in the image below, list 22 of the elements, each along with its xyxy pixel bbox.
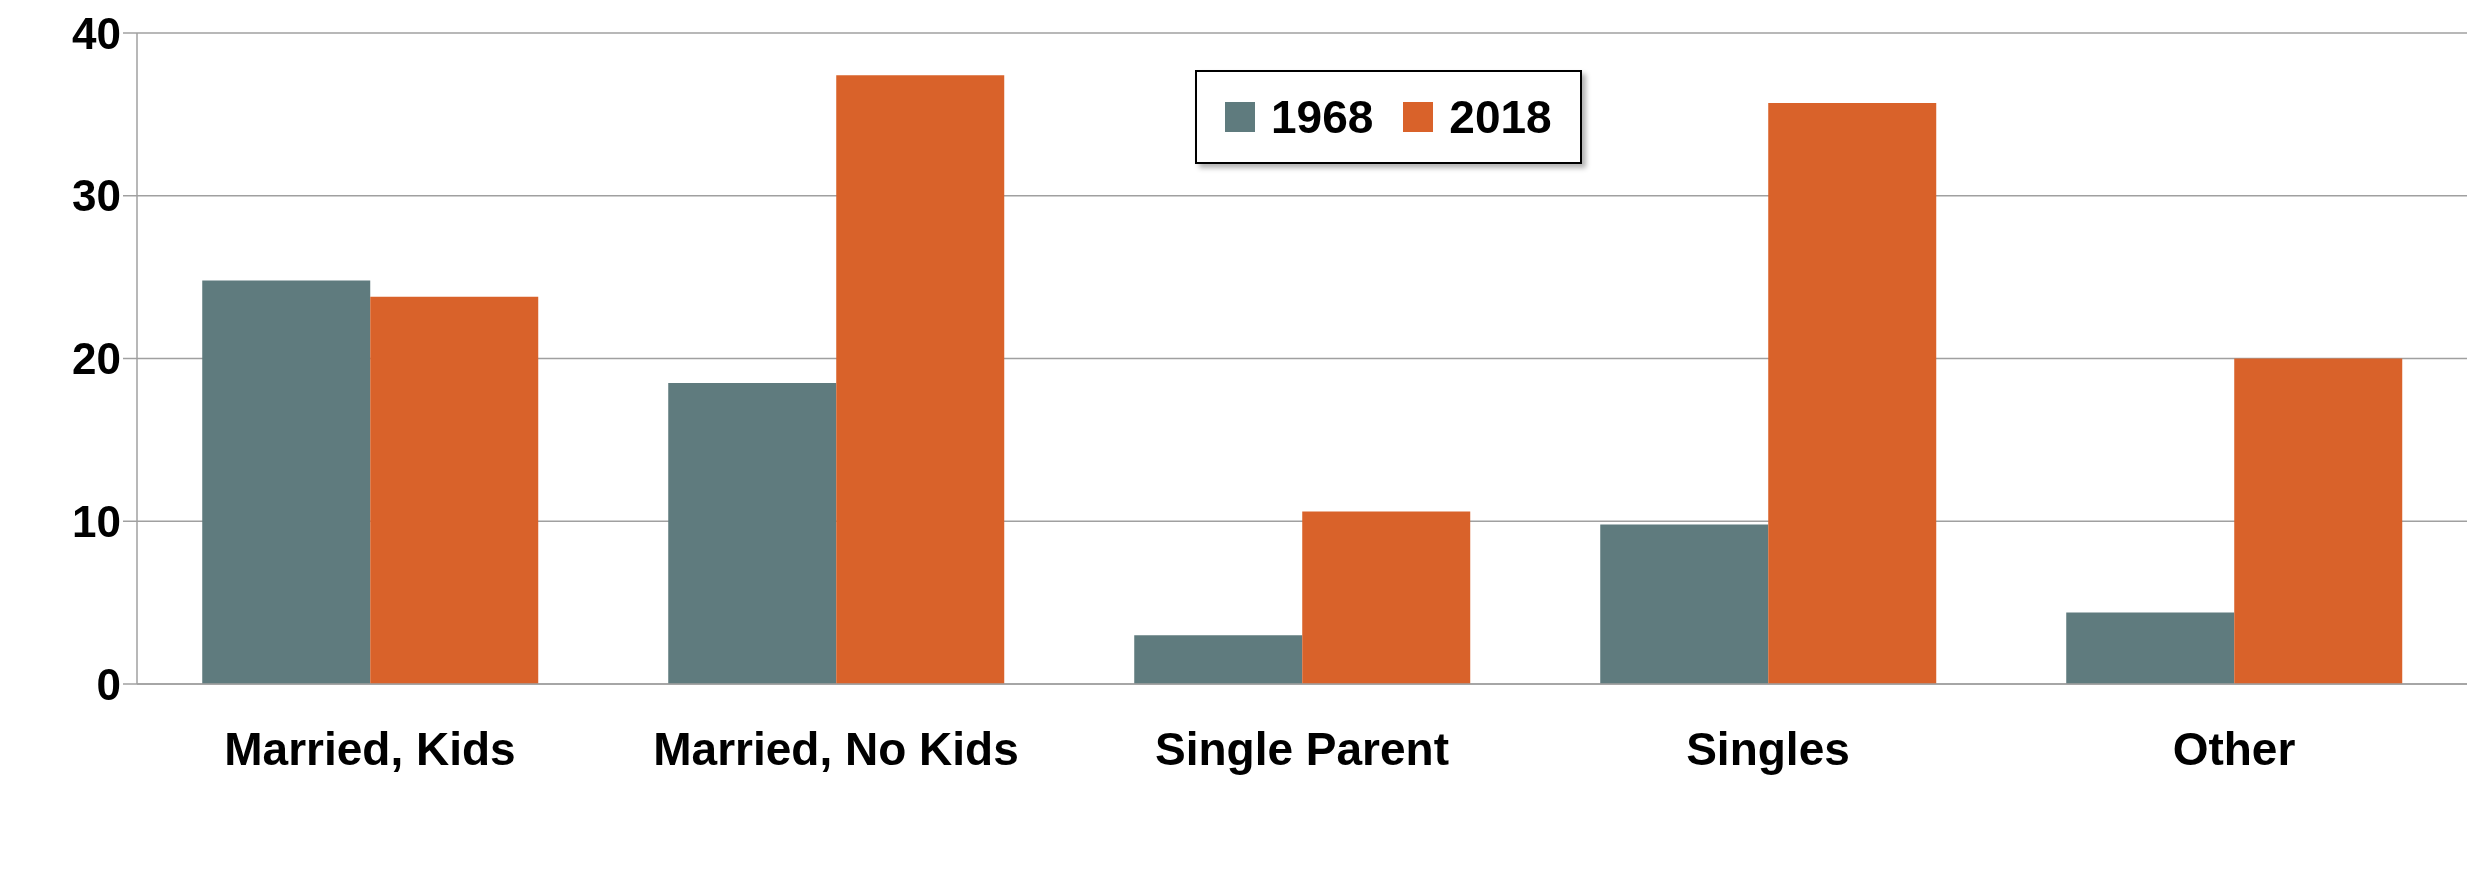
- y-tick-label: 40: [72, 8, 121, 58]
- x-tick-label: Single Parent: [1155, 722, 1449, 775]
- y-tick-label: 0: [96, 659, 121, 709]
- bar: [1600, 524, 1769, 684]
- y-tick-label: 30: [72, 171, 121, 221]
- bar: [1134, 635, 1303, 684]
- legend-label: 2018: [1449, 90, 1552, 144]
- bar: [370, 296, 539, 684]
- y-tick-label: 20: [72, 334, 121, 384]
- y-tick-label: 10: [72, 496, 121, 546]
- bar: [202, 280, 371, 684]
- bar: [2234, 358, 2403, 684]
- bar: [1768, 102, 1937, 684]
- x-tick-label: Married, Kids: [224, 722, 516, 775]
- x-tick-label: Singles: [1686, 722, 1850, 775]
- bar: [2066, 612, 2235, 684]
- x-tick-label: Married, No Kids: [653, 722, 1019, 775]
- x-tick-label: Other: [2172, 722, 2296, 775]
- bar: [1302, 511, 1471, 684]
- bar: [668, 382, 837, 684]
- bar: [836, 75, 1005, 684]
- legend-label: 1968: [1271, 90, 1374, 144]
